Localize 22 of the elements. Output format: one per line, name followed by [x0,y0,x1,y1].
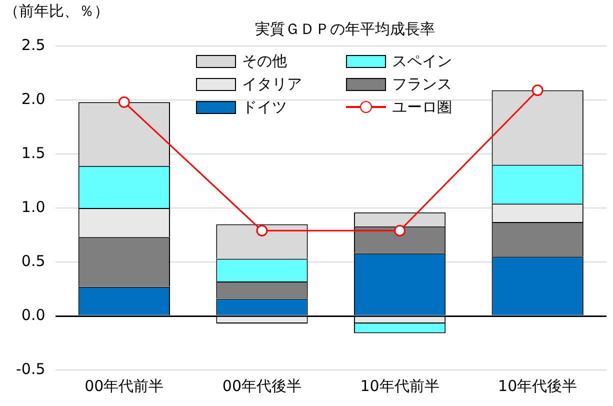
y-tick-label: 0.0 [21,306,46,324]
chart-title: 実質ＧＤＰの年平均成長率 [254,20,436,39]
legend-label: フランス [392,74,452,94]
point [394,224,406,236]
y-tick-label: 2.0 [21,90,46,108]
point [532,84,544,96]
x-tick-label: 00年代後半 [222,376,302,395]
x-tick-label: 00年代前半 [84,376,164,395]
x-tick-label: 10年代後半 [498,376,578,395]
y-tick-label: 0.5 [21,252,46,270]
y-tick-label: 2.5 [21,36,46,54]
legend-label: ドイツ [242,98,287,116]
legend-label: スペイン [392,52,452,70]
y-tick-label: -0.5 [16,360,46,378]
y-tick-label: 1.0 [21,198,46,216]
x-tick-label: 10年代前半 [360,376,440,395]
legend-label: その他 [242,52,287,70]
y-axis-title: （前年比、％） [4,2,109,21]
y-tick-label: 1.5 [21,144,46,162]
point [256,224,268,236]
point [118,96,130,108]
legend-label: イタリア [242,74,302,94]
